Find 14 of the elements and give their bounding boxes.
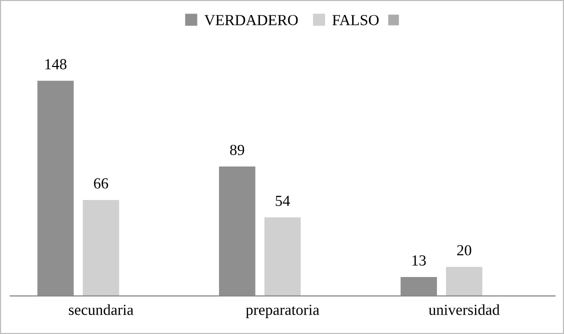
x-tick-label: preparatoria bbox=[246, 304, 320, 318]
x-tick-label: universidad bbox=[428, 304, 500, 316]
legend-label: VERDADERO bbox=[204, 14, 298, 26]
data-label: 13 bbox=[412, 255, 426, 266]
data-label: 89 bbox=[230, 144, 244, 156]
data-label: 20 bbox=[457, 245, 472, 256]
bar bbox=[82, 200, 120, 296]
x-tick-label: secundaria bbox=[68, 304, 134, 316]
bar bbox=[446, 266, 482, 296]
bar bbox=[264, 217, 301, 296]
data-label: 66 bbox=[94, 178, 108, 189]
data-label: 148 bbox=[45, 59, 66, 70]
data-label: 54 bbox=[276, 196, 290, 206]
legend-label: FALSO bbox=[332, 14, 379, 26]
